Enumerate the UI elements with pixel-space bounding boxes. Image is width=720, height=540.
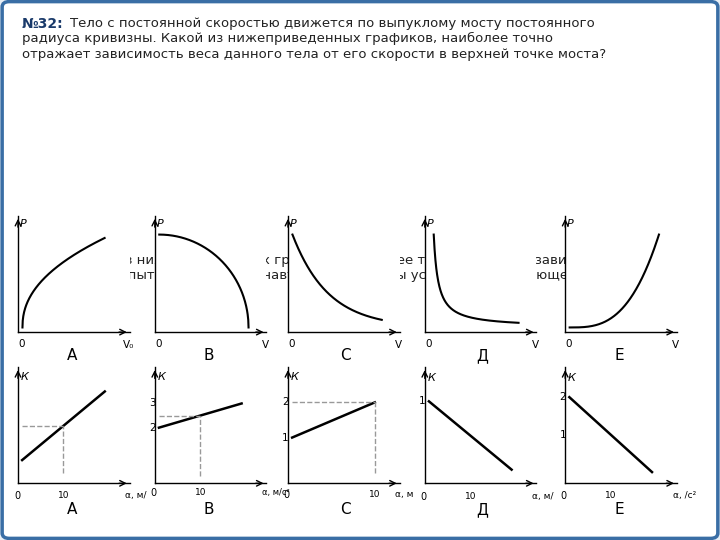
Text: C: C [341, 348, 351, 363]
Text: C: C [341, 502, 351, 517]
Text: 10: 10 [58, 491, 69, 500]
Text: отражает зависимость веса данного тела от его скорости в верхней точке моста?: отражает зависимость веса данного тела о… [22, 48, 606, 60]
Text: Какой из нижеприведенных графиков наиболее точно отражает зависимость: Какой из нижеприведенных графиков наибол… [70, 254, 624, 267]
Text: 0: 0 [284, 490, 289, 501]
Text: V: V [262, 340, 269, 349]
Text: 0: 0 [155, 339, 161, 349]
Text: К: К [427, 373, 435, 383]
Text: А: А [67, 502, 77, 517]
Text: V: V [395, 340, 402, 349]
Text: В: В [204, 502, 214, 517]
Text: A: A [67, 348, 77, 363]
Text: P: P [289, 219, 297, 229]
Text: P: P [567, 219, 574, 229]
Text: P: P [426, 219, 433, 229]
Text: 1: 1 [559, 430, 566, 440]
Text: V: V [672, 340, 680, 349]
Text: 2: 2 [282, 397, 289, 407]
Text: 10: 10 [464, 492, 476, 501]
Text: α, /с²: α, /с² [672, 491, 696, 500]
Text: 10: 10 [605, 491, 616, 500]
Text: 2: 2 [149, 423, 156, 433]
Text: α, м/: α, м/ [125, 491, 147, 500]
Text: 0: 0 [420, 492, 426, 502]
Text: P: P [156, 219, 163, 229]
Text: 1: 1 [419, 396, 426, 406]
Text: 1: 1 [282, 433, 289, 443]
Text: V₀: V₀ [123, 340, 135, 349]
Text: К: К [157, 372, 165, 382]
Text: 0: 0 [288, 339, 294, 349]
Text: радиуса кривизны. Какой из нижеприведенных графиков, наиболее точно: радиуса кривизны. Какой из нижеприведенн… [22, 32, 553, 45]
Text: К: К [567, 373, 575, 383]
Text: 0: 0 [150, 488, 156, 498]
Text: E: E [614, 348, 624, 363]
Text: 2: 2 [559, 392, 566, 402]
Text: К: К [20, 373, 28, 382]
Text: α, м: α, м [395, 490, 414, 500]
Text: 0: 0 [561, 491, 567, 501]
Text: 10: 10 [194, 488, 206, 497]
Text: 0: 0 [14, 491, 20, 501]
Text: №32:: №32: [22, 17, 63, 31]
Text: Тело с постоянной скоростью движется по выпуклому мосту постоянного: Тело с постоянной скоростью движется по … [70, 17, 595, 30]
Text: 0: 0 [18, 339, 24, 349]
Text: Д: Д [477, 348, 488, 363]
Text: К: К [290, 373, 298, 382]
Text: V: V [532, 340, 539, 349]
Text: 3: 3 [149, 399, 156, 408]
Text: 0: 0 [425, 339, 431, 349]
Text: 10: 10 [369, 490, 381, 500]
Text: 0: 0 [565, 339, 572, 349]
Text: Д: Д [477, 502, 488, 517]
Text: P: P [19, 219, 27, 229]
Text: перегрузки, испытываемой космонавтом от величины ускорения взлетающей ракеты?: перегрузки, испытываемой космонавтом от … [22, 269, 639, 282]
Text: α, м/: α, м/ [532, 492, 554, 501]
Text: №33:: №33: [22, 254, 63, 268]
Text: E: E [614, 502, 624, 517]
Text: В: В [204, 348, 214, 363]
Text: α, м/с²: α, м/с² [262, 488, 290, 497]
